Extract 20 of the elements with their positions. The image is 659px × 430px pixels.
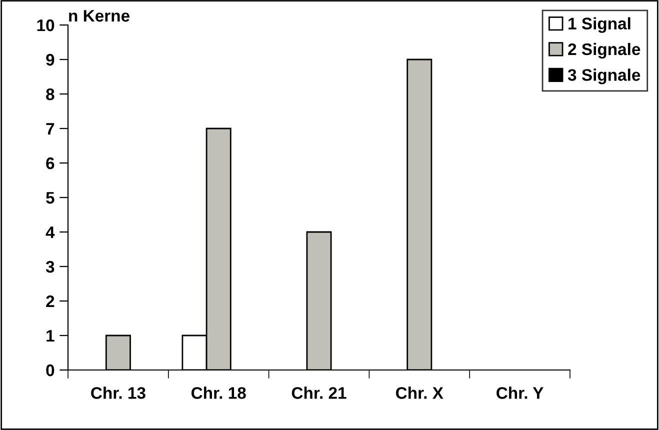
legend-label: 1 Signal xyxy=(568,17,630,33)
y-tick-label: 10 xyxy=(37,19,54,32)
y-tick-label: 1 xyxy=(46,330,54,342)
y-tick-label: 9 xyxy=(46,54,54,66)
y-tick-label: 5 xyxy=(46,192,54,204)
x-tick-label: Chr. X xyxy=(396,386,444,399)
y-tick-label: 2 xyxy=(46,295,54,308)
y-axis-title: n Kerne xyxy=(69,10,130,22)
x-tick-label: Chr. 21 xyxy=(292,386,346,399)
y-tick-label: 0 xyxy=(46,364,54,376)
legend-label: 2 Signale xyxy=(568,42,640,59)
x-tick-label: Chr. 13 xyxy=(91,386,146,399)
y-tick-label: 6 xyxy=(46,157,54,170)
x-tick-label: Chr. 18 xyxy=(191,386,246,399)
x-tick-label: Chr. Y xyxy=(496,386,544,399)
legend-label: 3 Signale xyxy=(568,68,640,84)
y-tick-label: 7 xyxy=(46,123,54,135)
y-tick-label: 8 xyxy=(46,88,54,100)
y-tick-label: 4 xyxy=(46,226,55,238)
y-tick-label: 3 xyxy=(46,260,54,273)
